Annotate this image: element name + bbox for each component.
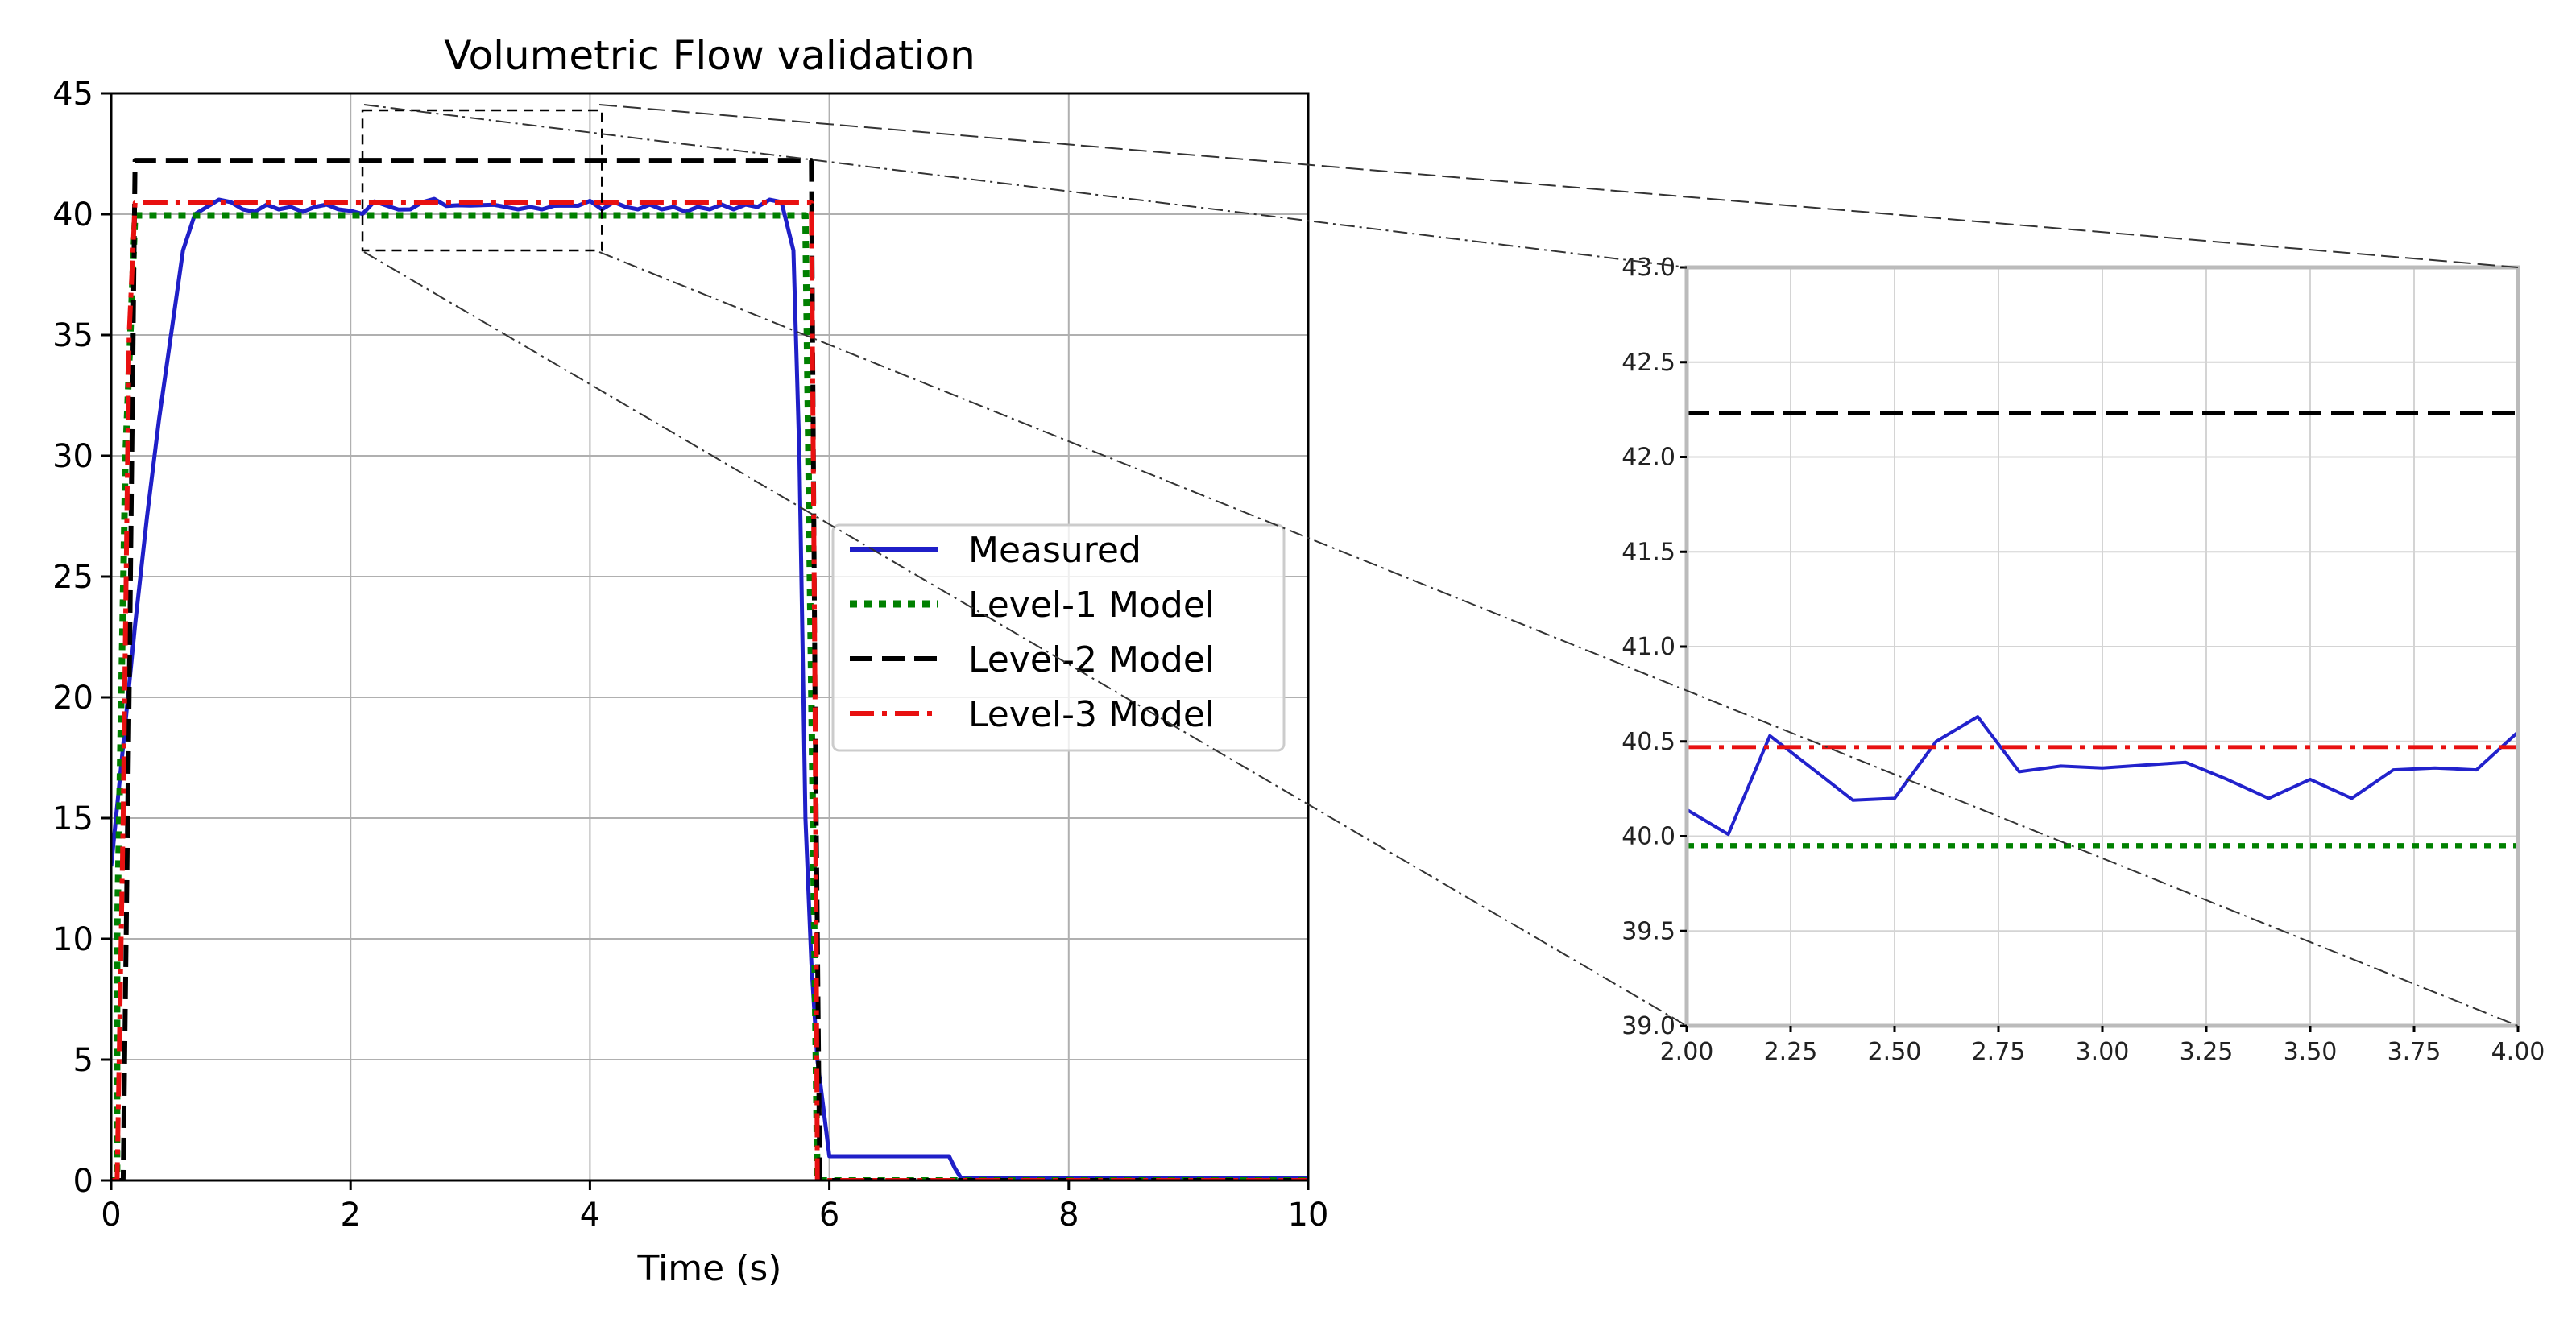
x-tick-label: 10 xyxy=(1288,1197,1329,1234)
zoom-indicator xyxy=(361,109,603,252)
y-tick-label: 15 xyxy=(52,800,93,837)
connector-top-right xyxy=(598,104,2519,268)
zoom-connectors xyxy=(363,104,2519,1027)
y-tick-label: 39.5 xyxy=(1621,917,1675,945)
main-plot-frame xyxy=(110,92,1310,1182)
x-tick-label: 3.25 xyxy=(2180,1038,2234,1066)
main-title: Volumetric Flow validation xyxy=(444,32,975,79)
y-tick-label: 43.0 xyxy=(1621,254,1675,282)
y-tick-label: 0 xyxy=(73,1163,93,1200)
x-tick-label: 0 xyxy=(101,1197,121,1234)
x-tick-label: 2 xyxy=(340,1197,360,1234)
y-tick-label: 40 xyxy=(52,196,93,234)
y-tick-label: 20 xyxy=(52,680,93,717)
x-tick-label: 2.25 xyxy=(1764,1038,1818,1066)
series-line-measured xyxy=(1687,715,2518,837)
series-line-measured xyxy=(111,196,1308,1180)
connector-top-left xyxy=(363,104,1688,268)
y-tick-label: 5 xyxy=(73,1042,93,1079)
y-tick-label: 35 xyxy=(52,317,93,354)
legend: Measured Level-1 Model Level-2 Model Lev… xyxy=(831,523,1286,752)
legend-label-measured: Measured xyxy=(968,530,1141,571)
y-tick-label: 41.0 xyxy=(1621,633,1675,661)
y-tick-label: 45 xyxy=(52,76,93,113)
y-tick-label: 42.0 xyxy=(1621,444,1675,472)
y-tick-label: 42.5 xyxy=(1621,349,1675,377)
x-tick-label: 2.00 xyxy=(1660,1038,1714,1066)
legend-label-level1: Level-1 Model xyxy=(968,585,1215,626)
y-tick-label: 40.0 xyxy=(1621,823,1675,851)
x-tick-label: 3.75 xyxy=(2388,1038,2441,1066)
main-xlabel: Time (s) xyxy=(637,1248,782,1289)
y-tick-label: 41.5 xyxy=(1621,538,1675,566)
x-tick-label: 3.00 xyxy=(2076,1038,2130,1066)
y-tick-label: 30 xyxy=(52,438,93,475)
x-tick-label: 4 xyxy=(580,1197,600,1234)
x-tick-label: 2.50 xyxy=(1868,1038,1922,1066)
inset-plot: 2.00 2.25 2.50 2.75 3.00 3.25 3.50 3.75 4.00 39.0… xyxy=(1621,254,2545,1066)
zoom-rectangle xyxy=(361,109,603,252)
x-tick-label: 2.75 xyxy=(1972,1038,2026,1066)
main-ticks: 0 2 4 6 8 10 0 5 10 15 20 25 30 35 40 45 xyxy=(52,76,1328,1234)
main-series xyxy=(111,158,1308,1180)
series-line-level-3-model xyxy=(111,200,1308,1180)
series-line-level-2-model xyxy=(111,158,1308,1180)
x-tick-label: 3.50 xyxy=(2284,1038,2338,1066)
y-tick-label: 39.0 xyxy=(1621,1012,1675,1040)
y-tick-label: 40.5 xyxy=(1621,728,1675,756)
x-tick-label: 6 xyxy=(819,1197,839,1234)
legend-label-level2: Level-2 Model xyxy=(968,639,1215,680)
y-tick-label: 10 xyxy=(52,921,93,958)
x-tick-label: 4.00 xyxy=(2491,1038,2545,1066)
x-tick-label: 8 xyxy=(1058,1197,1079,1234)
inset-ticks: 2.00 2.25 2.50 2.75 3.00 3.25 3.50 3.75 4.00 39.0… xyxy=(1621,254,2545,1066)
legend-label-level3: Level-3 Model xyxy=(968,694,1215,735)
y-tick-label: 25 xyxy=(52,559,93,596)
connector-bottom-left xyxy=(363,251,1688,1027)
legend-box xyxy=(831,523,1286,752)
